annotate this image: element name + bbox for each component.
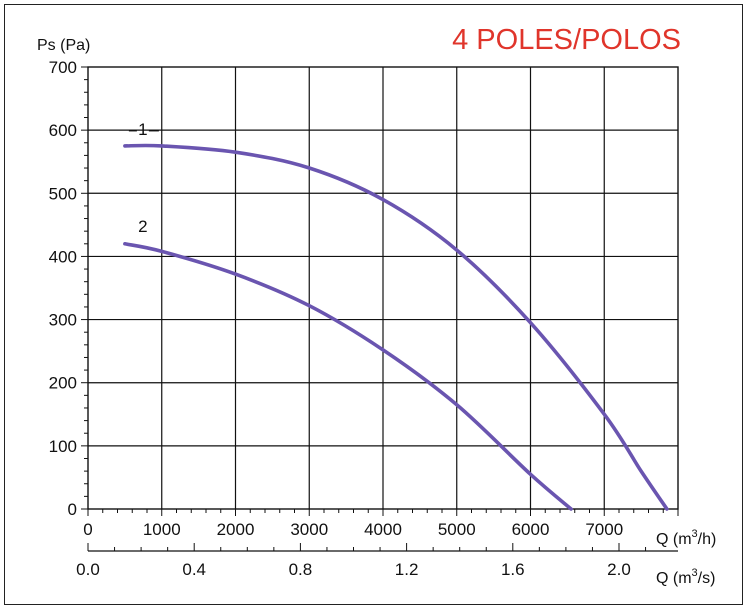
y-tick-label: 300: [49, 311, 77, 330]
x-tick-label: 6000: [512, 520, 550, 539]
curve-1: [123, 143, 669, 511]
curves: [123, 143, 669, 511]
x2-tick-label: 1.2: [395, 560, 419, 579]
x-tick-label: 7000: [585, 520, 623, 539]
curve-2: [123, 242, 573, 511]
curve-labels: 12: [128, 120, 159, 236]
curve-label-2: 2: [138, 217, 147, 236]
y-axis-title: Ps (Pa): [37, 37, 90, 54]
y-tick-label: 0: [68, 500, 77, 519]
x2-tick-label: 0.8: [289, 560, 313, 579]
x-tick-labels: 0 1000 2000 3000 4000 5000 6000 7000: [83, 520, 623, 539]
chart-title: 4 POLES/POLOS: [452, 24, 681, 56]
x-tick-label: 4000: [364, 520, 402, 539]
x-tick-label: 0: [83, 520, 92, 539]
chart-frame: 0 100 200 300 400 500 600 700 0 1000 2000 3000 4000…: [4, 4, 743, 605]
secondary-x-axis: 0.0 0.4 0.8 1.2 1.6 2.0: [76, 543, 678, 579]
y-tick-label: 100: [49, 437, 77, 456]
curve-label-1: 1: [138, 120, 147, 139]
x-axis-title: Q (m3/h): [656, 528, 716, 548]
y-tick-label: 500: [49, 184, 77, 203]
x2-tick-label: 2.0: [607, 560, 631, 579]
plot-border: [87, 66, 679, 510]
x2-axis-title: Q (m3/s): [656, 567, 715, 587]
x-tick-label: 2000: [217, 520, 255, 539]
x2-tick-label: 1.6: [501, 560, 525, 579]
x-tick-label: 3000: [290, 520, 328, 539]
minor-ticks: [81, 66, 679, 516]
x-tick-label: 5000: [438, 520, 476, 539]
y-tick-labels: 0 100 200 300 400 500 600 700: [49, 58, 77, 519]
x2-tick-label: 0.4: [182, 560, 206, 579]
chart-svg: 0 100 200 300 400 500 600 700 0 1000 2000 3000 4000…: [37, 24, 716, 587]
y-tick-label: 400: [49, 247, 77, 266]
y-tick-label: 600: [49, 121, 77, 140]
x2-tick-label: 0.0: [76, 560, 100, 579]
grid: [88, 67, 678, 509]
y-tick-label: 200: [49, 374, 77, 393]
x-tick-label: 1000: [143, 520, 181, 539]
y-tick-label: 700: [49, 58, 77, 77]
